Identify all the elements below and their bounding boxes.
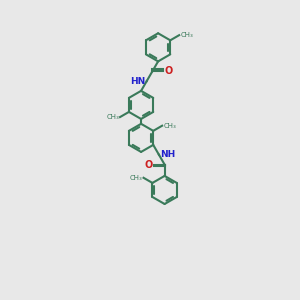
Text: CH₃: CH₃ (130, 175, 142, 181)
Text: CH₃: CH₃ (163, 123, 176, 129)
Text: O: O (145, 160, 153, 170)
Text: CH₃: CH₃ (180, 32, 193, 38)
Text: CH₃: CH₃ (106, 114, 119, 120)
Text: HN: HN (130, 76, 146, 85)
Text: NH: NH (160, 150, 176, 159)
Text: O: O (164, 66, 172, 76)
